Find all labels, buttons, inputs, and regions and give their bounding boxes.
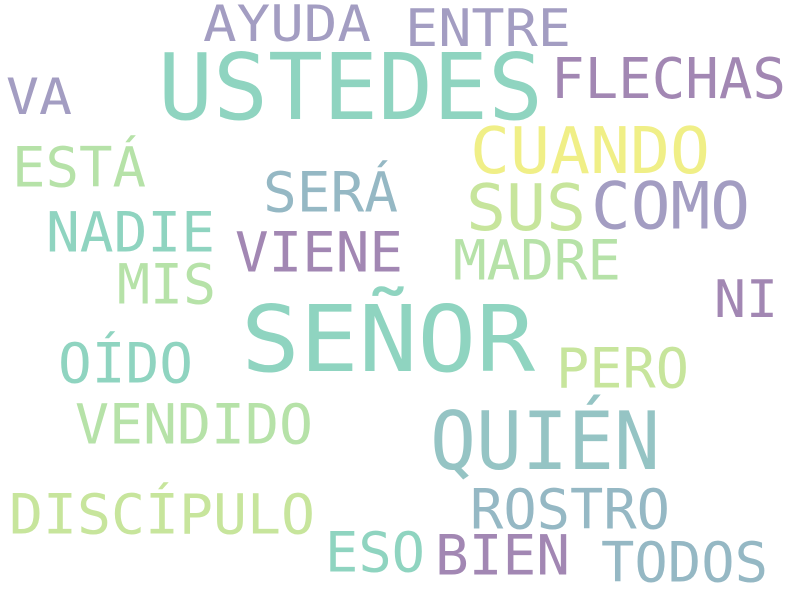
word-sus: SUS [466,172,586,246]
word-como: COMO [591,169,750,245]
word-ustedes: USTEDES [158,34,543,141]
word-sera: SERÁ [263,160,398,225]
word-nadie: NADIE [46,200,215,265]
word-pero: PERO [556,336,689,401]
word-bien: BIEN [435,523,570,588]
word-ni: NI [714,270,778,330]
word-todos: TODOS [601,530,768,595]
word-rostro: ROSTRO [470,477,670,542]
word-madre: MADRE [453,228,621,293]
word-cuando: CUANDO [470,115,710,189]
word-oido: OÍDO [58,331,193,396]
word-esta: ESTÁ [12,135,146,200]
word-viene: VIENE [235,220,403,285]
word-senor: SEÑOR [241,286,535,393]
word-ayuda: AYUDA [203,0,371,53]
word-entre: ENTRE [405,0,571,59]
word-va: VA [6,68,72,126]
word-discipulo: DISCÍPULO [9,482,315,547]
word-mis: MIS [117,252,216,317]
word-vendido: VENDIDO [75,392,313,457]
word-eso: ESO [325,520,425,585]
word-quien: QUIÉN [430,395,660,488]
word-flechas: FLECHAS [551,47,786,112]
